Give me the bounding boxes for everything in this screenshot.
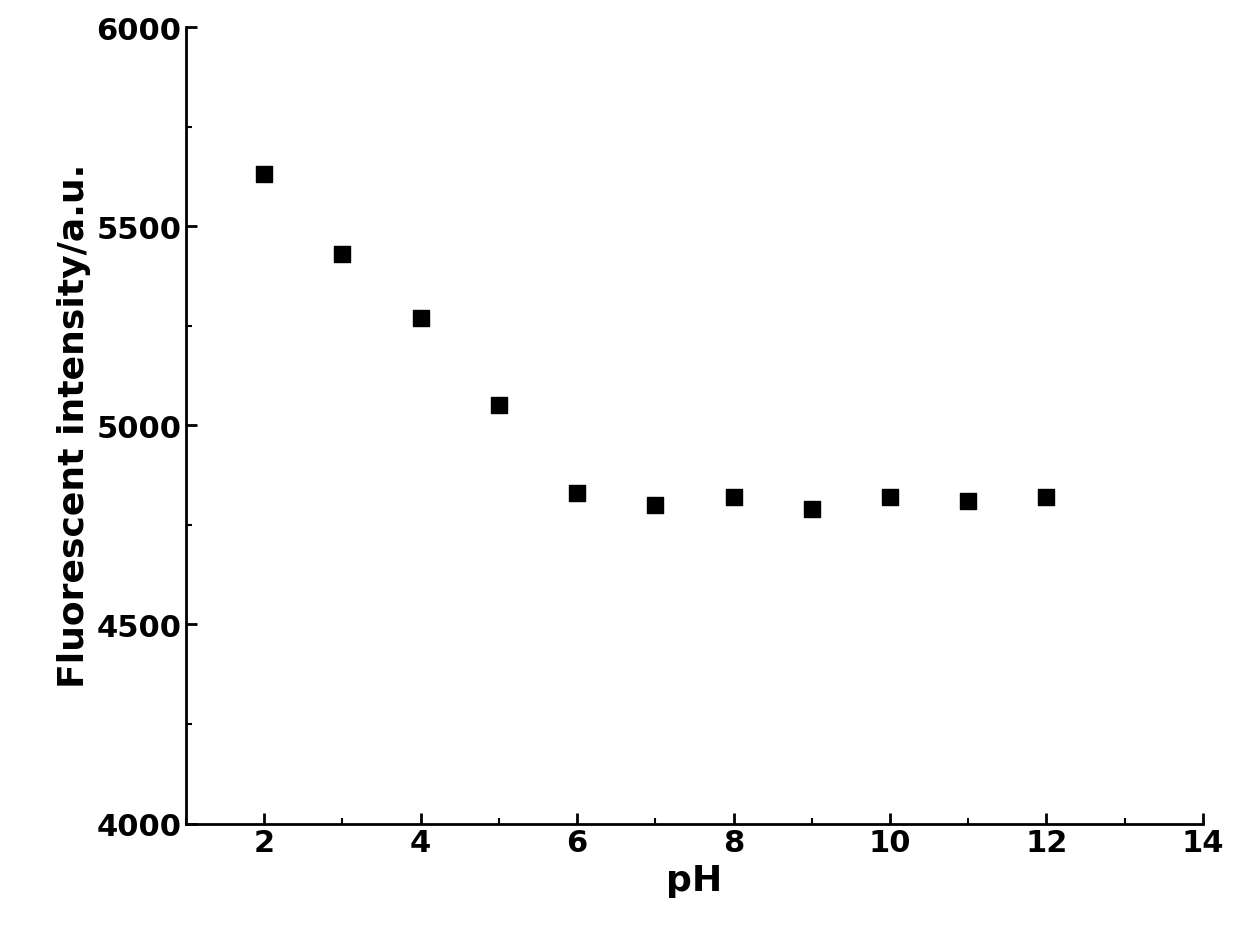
Point xyxy=(724,490,744,505)
Point xyxy=(880,490,900,505)
X-axis label: pH: pH xyxy=(666,863,723,897)
Point xyxy=(567,486,587,501)
Point xyxy=(254,168,274,183)
Point xyxy=(645,498,665,513)
Point xyxy=(410,311,430,326)
Point xyxy=(959,494,978,509)
Point xyxy=(1037,490,1056,505)
Point xyxy=(332,247,352,262)
Point xyxy=(802,502,822,517)
Y-axis label: Fluorescent intensity/a.u.: Fluorescent intensity/a.u. xyxy=(57,164,91,688)
Point xyxy=(489,399,508,414)
